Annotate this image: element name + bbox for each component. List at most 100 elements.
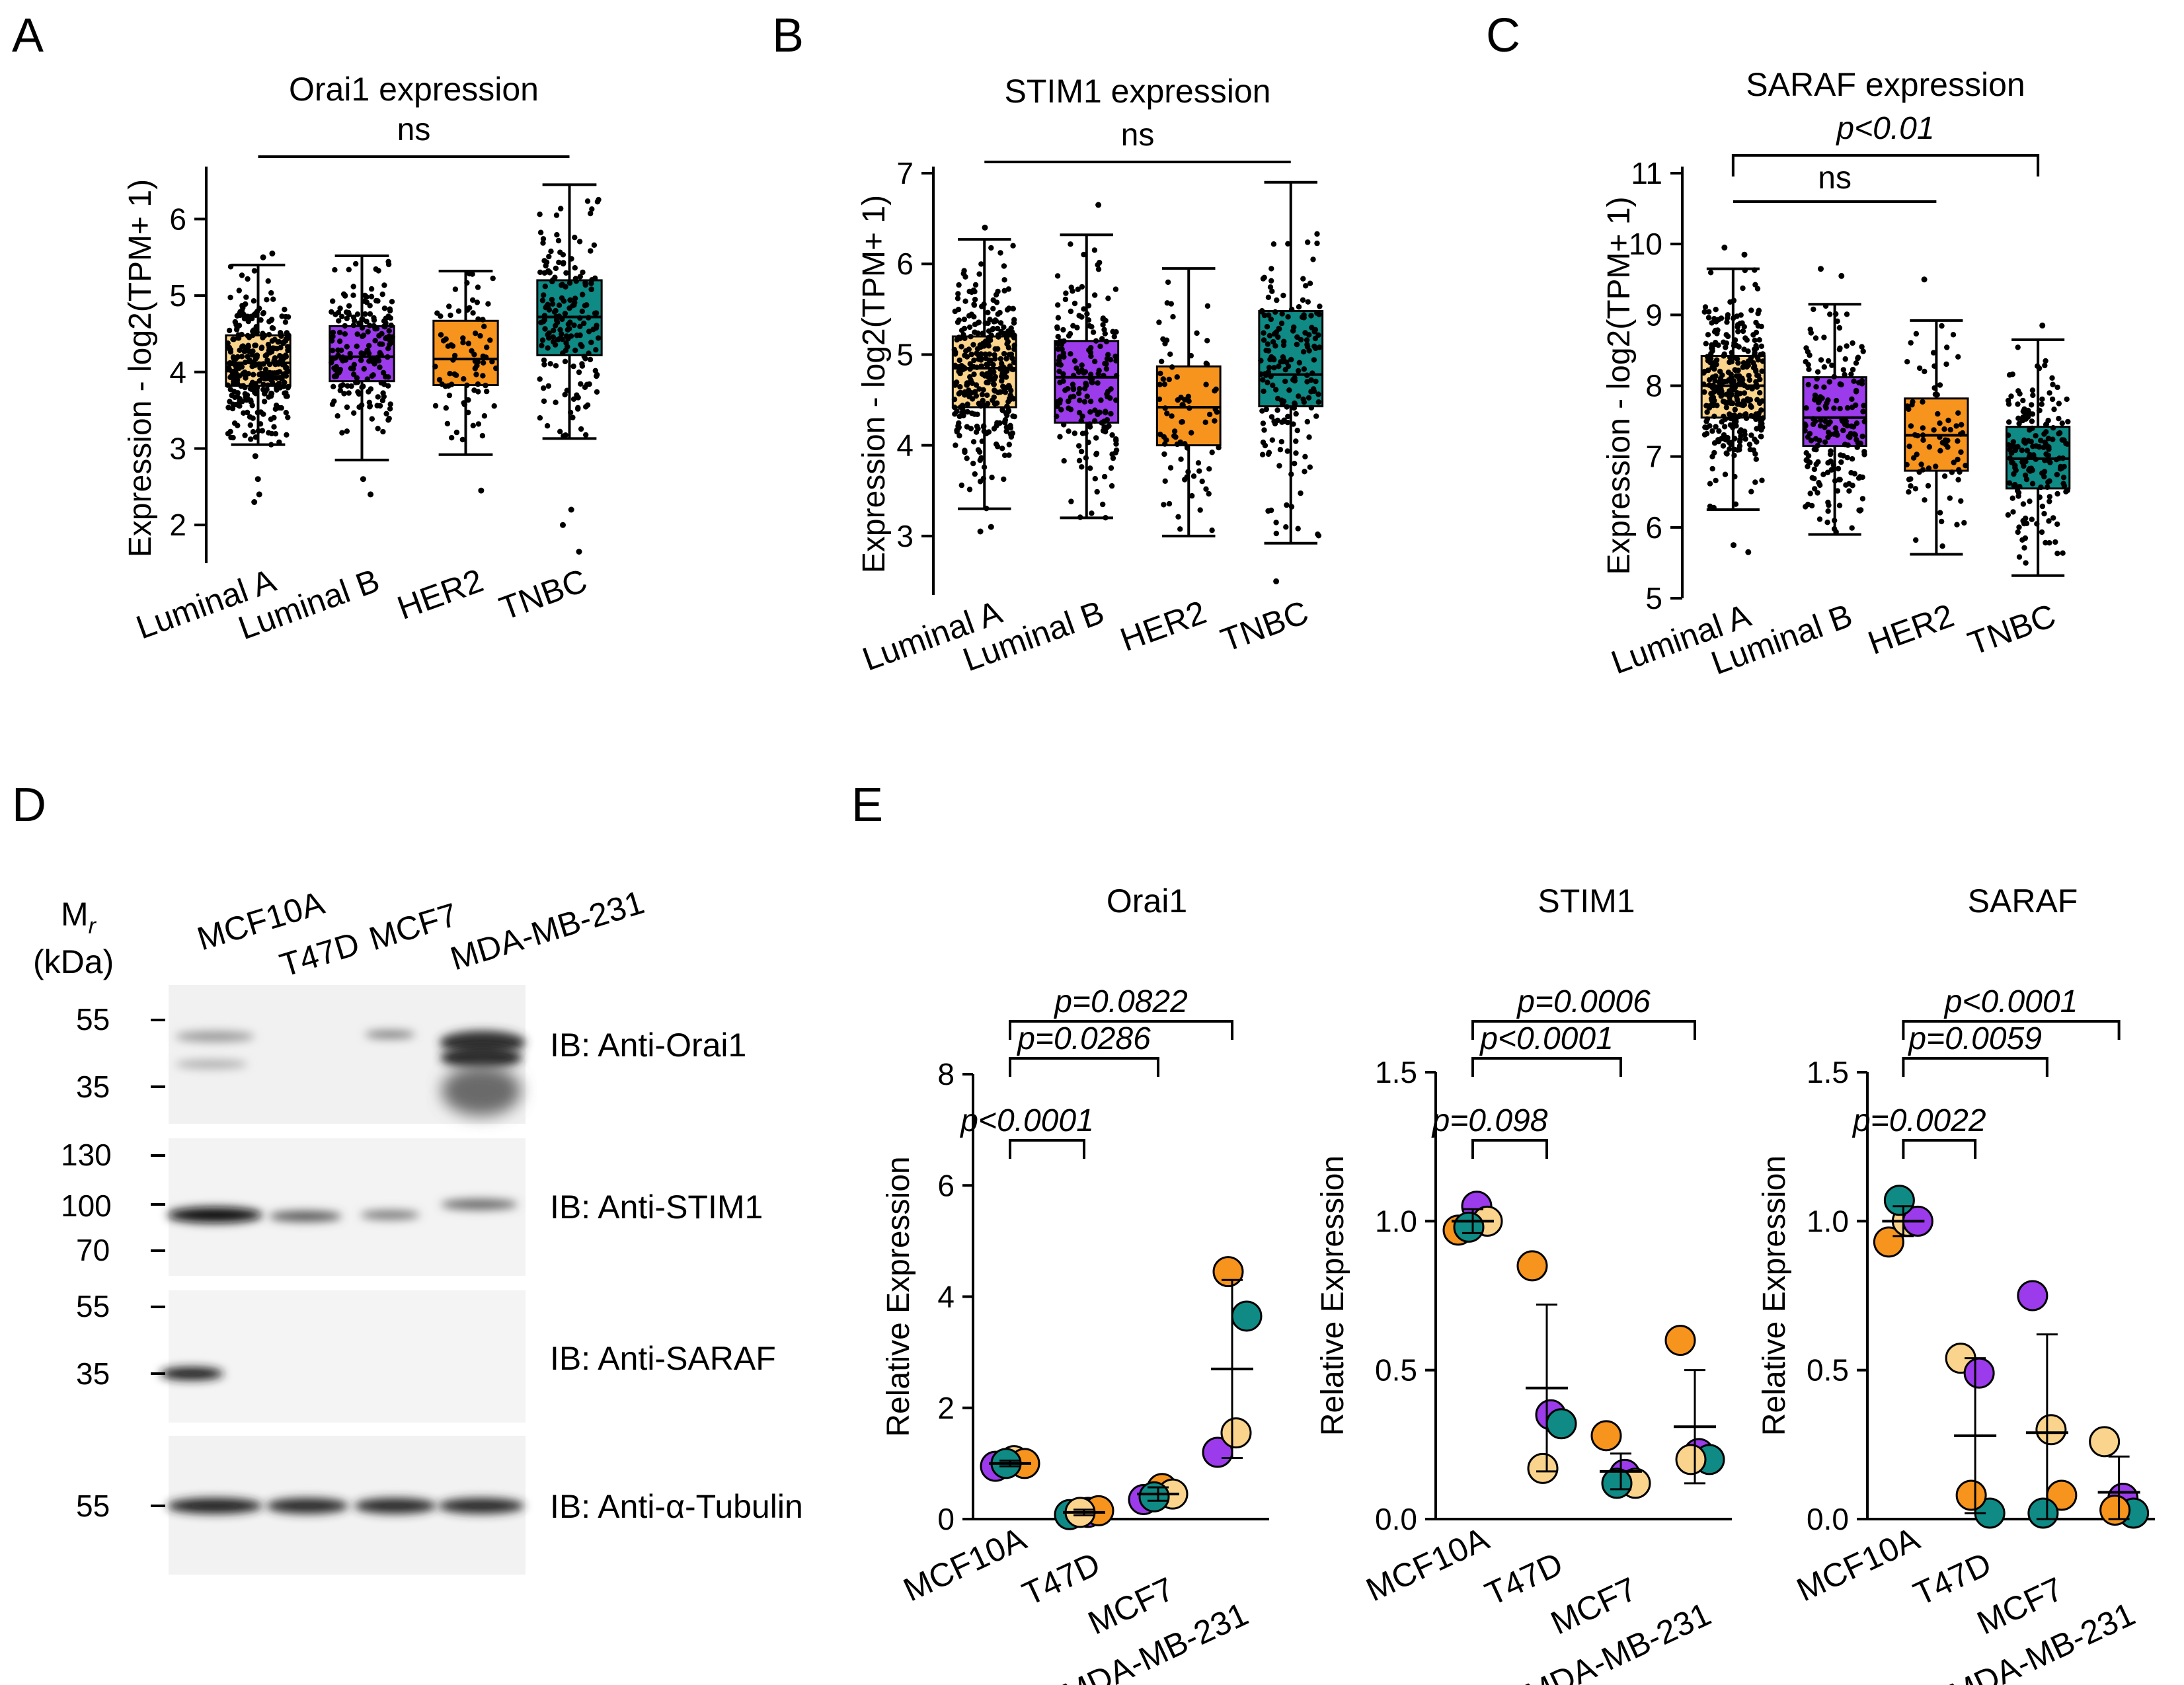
data-point [1756, 373, 1762, 379]
data-point [1850, 340, 1855, 346]
data-point [1279, 419, 1285, 425]
data-point [268, 442, 274, 448]
data-point [262, 375, 268, 382]
data-point [332, 311, 338, 317]
data-point [1292, 377, 1298, 384]
data-point [1284, 404, 1290, 410]
data-point [354, 343, 360, 349]
data-point [1836, 325, 1843, 331]
data-point [2010, 509, 2016, 515]
data-point [475, 389, 481, 395]
data-point [432, 364, 438, 370]
data-point [270, 296, 276, 302]
data-point [1068, 351, 1073, 357]
data-point [1315, 399, 1322, 405]
data-point [1756, 400, 1763, 407]
data-point [1853, 420, 1860, 426]
data-point [1850, 424, 1857, 430]
data-point [1711, 329, 1718, 334]
y-tick-label: 2 [937, 1391, 955, 1425]
data-point [1709, 342, 1715, 348]
data-point [564, 387, 570, 393]
data-point [1161, 381, 1168, 387]
data-point [1270, 241, 1277, 247]
y-tick-label: 8 [1645, 369, 1662, 403]
data-point [2015, 529, 2021, 535]
data-point [284, 432, 290, 438]
data-point [592, 368, 598, 373]
data-point [984, 506, 990, 512]
data-point [1212, 1256, 1244, 1288]
data-point [999, 371, 1005, 377]
data-point [1732, 473, 1738, 480]
data-point [1092, 358, 1098, 364]
data-point [1087, 409, 1093, 415]
data-point [282, 319, 289, 325]
data-point [1731, 452, 1737, 459]
data-point [2023, 515, 2029, 522]
data-point [1906, 477, 1912, 483]
significance-label: ns [1121, 118, 1155, 153]
data-point [968, 390, 975, 396]
data-point [1289, 306, 1295, 313]
data-point [342, 292, 348, 298]
data-point [959, 403, 966, 409]
data-point [1713, 424, 1719, 430]
data-point [1258, 371, 1264, 377]
data-point [553, 212, 560, 218]
data-point [338, 383, 344, 389]
data-point [1701, 309, 1707, 315]
data-point [1727, 354, 1733, 360]
data-point [1272, 387, 1279, 393]
data-point [1083, 382, 1089, 389]
data-point [540, 240, 546, 246]
panel-letter-b: B [772, 9, 804, 62]
data-point [342, 331, 348, 337]
data-point [1173, 434, 1179, 440]
data-point [1818, 417, 1824, 423]
data-point [1744, 396, 1750, 402]
data-point [2020, 397, 2026, 404]
data-point [2017, 391, 2023, 397]
data-point [586, 350, 592, 356]
data-point [1092, 292, 1098, 298]
data-point [367, 323, 373, 329]
data-point [555, 237, 562, 244]
data-point [2025, 438, 2031, 444]
data-point [1908, 423, 1914, 429]
data-point [2041, 510, 2047, 517]
data-point [1288, 356, 1294, 363]
data-point [1944, 344, 1950, 350]
data-point [1076, 313, 1082, 319]
data-point [1807, 352, 1813, 358]
data-point [1825, 434, 1831, 440]
data-point [1077, 397, 1083, 403]
data-point [388, 322, 394, 329]
data-point [1206, 411, 1213, 418]
data-point [586, 315, 592, 321]
y-tick-label: 10 [1629, 227, 1662, 261]
data-point [1922, 368, 1928, 375]
data-point [984, 392, 990, 398]
data-point [2047, 478, 2052, 484]
data-point [354, 379, 361, 385]
data-point [1937, 382, 1943, 388]
data-point [1709, 374, 1716, 380]
data-point [1202, 419, 1208, 425]
data-point [954, 379, 960, 385]
data-point [1736, 443, 1743, 449]
data-point [540, 319, 547, 325]
data-point [1206, 466, 1212, 472]
data-point [1263, 406, 1270, 412]
data-point [1280, 292, 1286, 299]
data-point [991, 376, 997, 382]
data-point [2046, 446, 2052, 452]
outlier-point [360, 476, 366, 483]
data-point [1177, 526, 1183, 532]
data-point [255, 428, 261, 434]
data-point [1811, 475, 1817, 482]
data-point [1095, 411, 1101, 417]
data-point [1702, 424, 1708, 430]
data-point [1910, 455, 1917, 461]
data-point [331, 383, 336, 389]
